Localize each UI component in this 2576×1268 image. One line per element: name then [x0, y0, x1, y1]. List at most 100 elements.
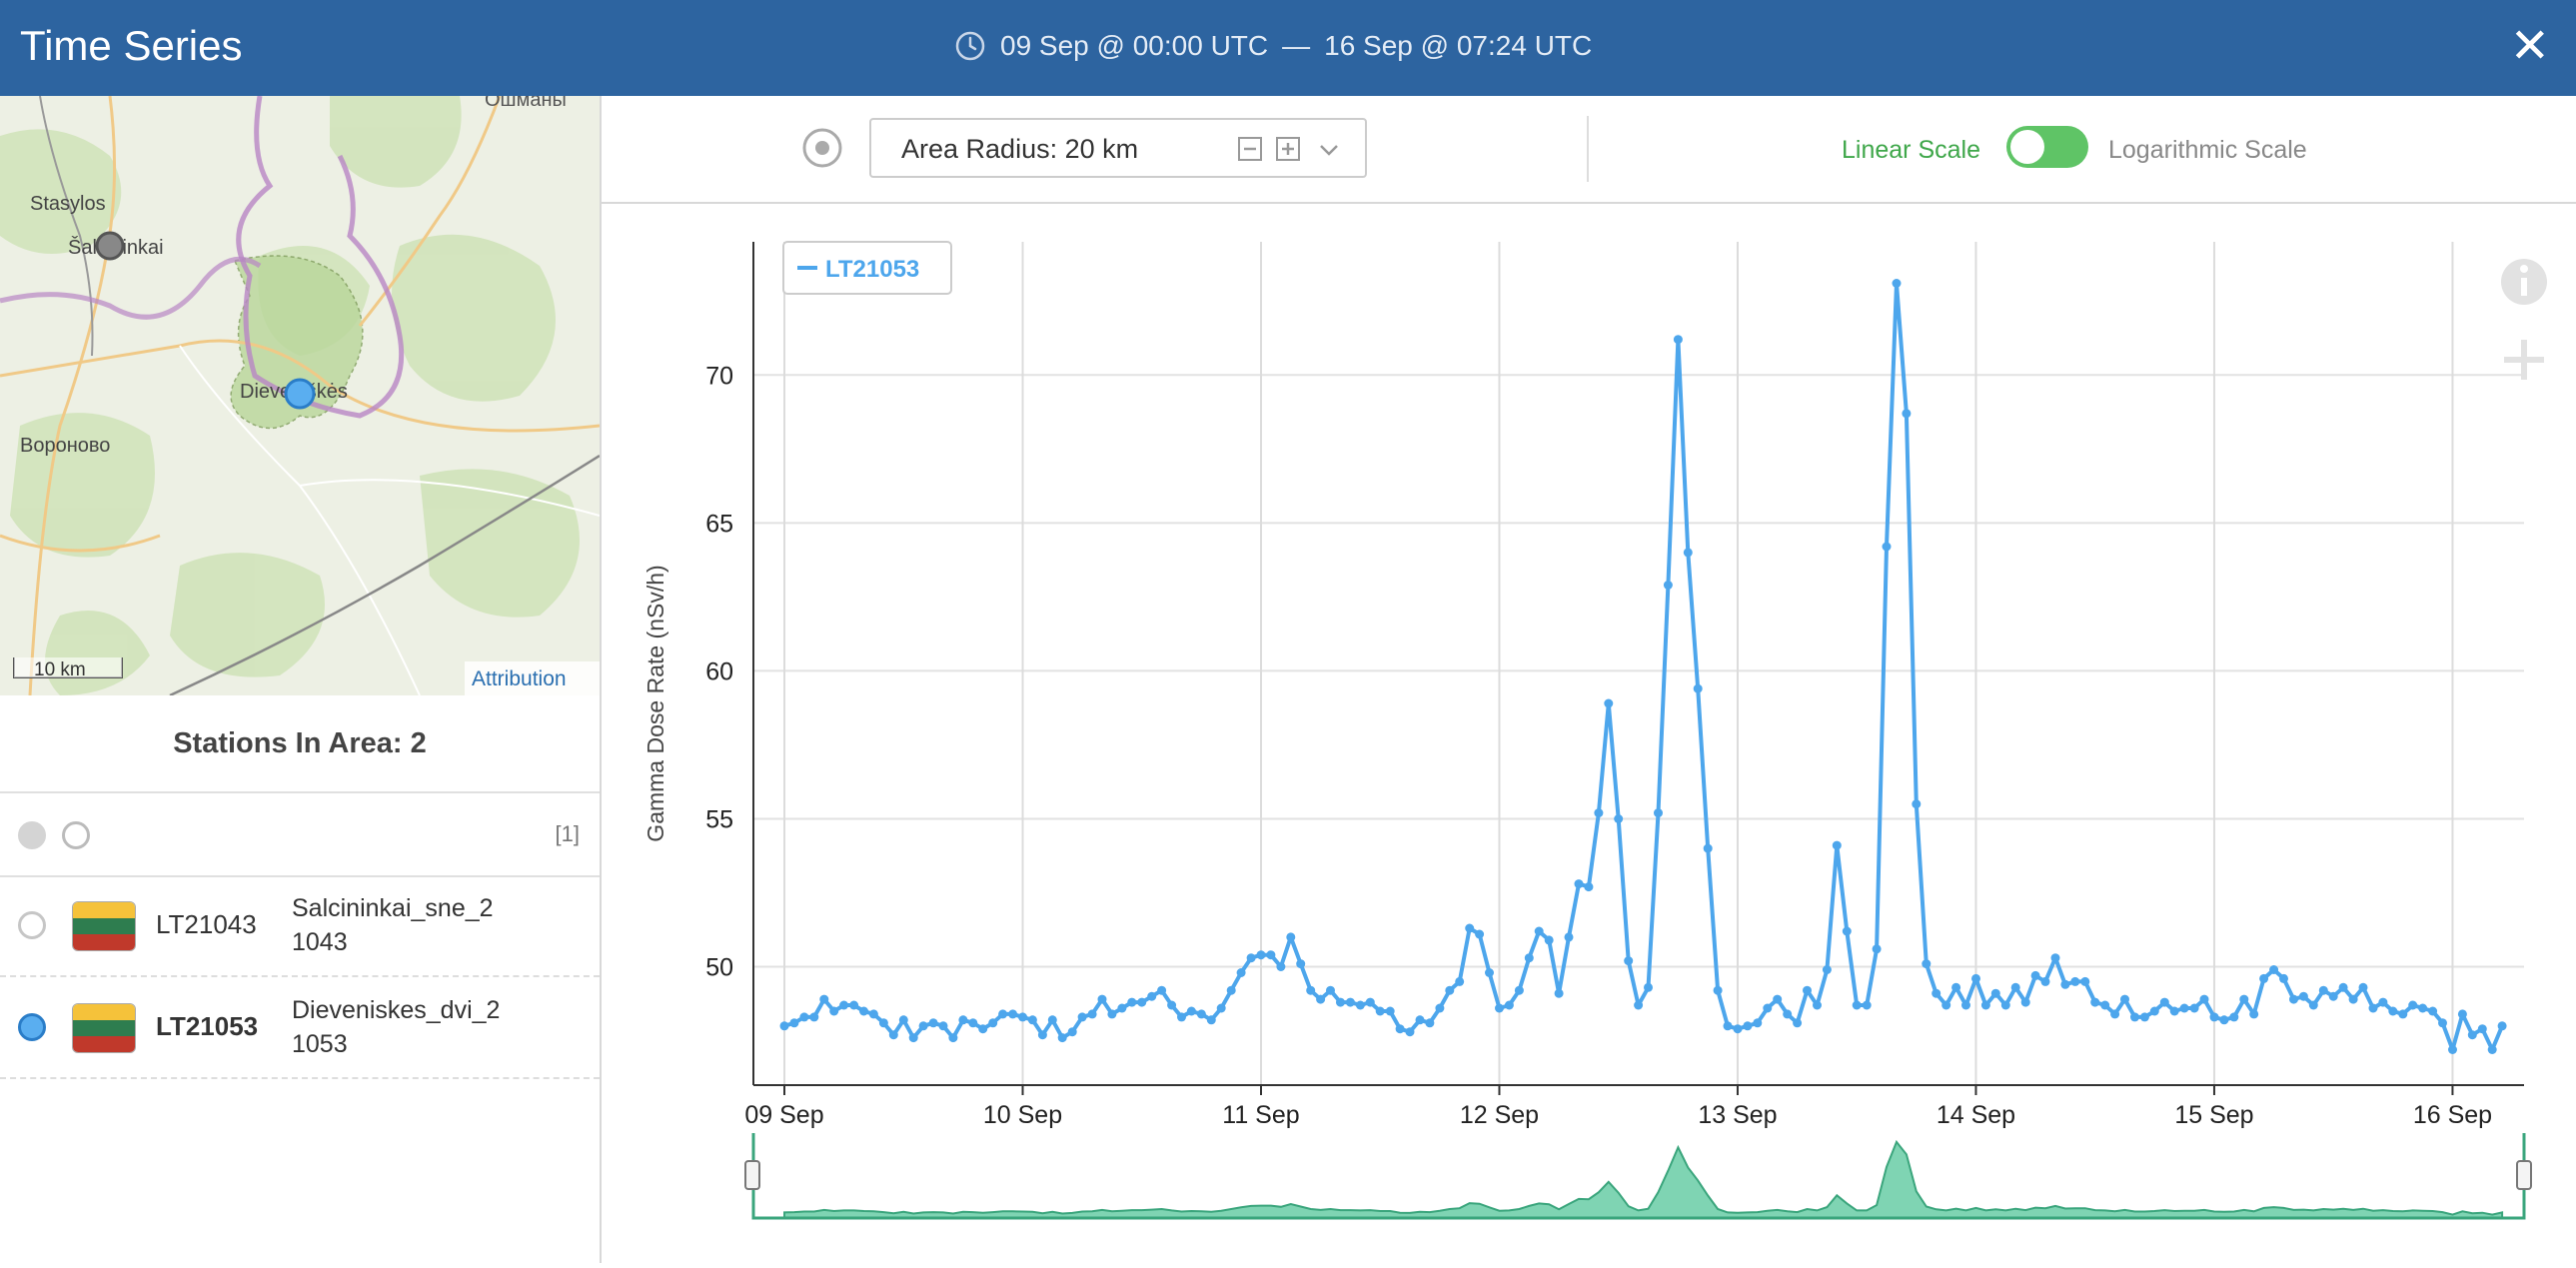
series-points: [779, 279, 2507, 1054]
data-point: [2418, 1003, 2428, 1013]
select-all-radio[interactable]: [18, 821, 46, 849]
data-point: [1703, 843, 1713, 853]
dialog-header: Time Series 09 Sep @ 00:00 UTC — 16 Sep …: [0, 0, 2576, 96]
data-point: [958, 1015, 968, 1025]
station-radio-selected[interactable]: [18, 1013, 46, 1041]
data-point: [1206, 1015, 1216, 1025]
data-point: [1733, 1024, 1743, 1034]
data-point: [1027, 1015, 1037, 1025]
data-point: [898, 1015, 908, 1025]
data-point: [1107, 1009, 1117, 1019]
station-radio[interactable]: [18, 911, 46, 939]
select-none-radio[interactable]: [62, 821, 90, 849]
close-icon[interactable]: ✕: [2509, 20, 2550, 73]
data-point: [2269, 965, 2279, 974]
scale-toggle[interactable]: [2006, 126, 2088, 168]
data-point: [868, 1009, 878, 1019]
data-point: [1990, 988, 2000, 998]
map-label: Stasylos: [30, 193, 106, 215]
dialog-title: Time Series: [20, 22, 243, 69]
y-axis-label: Gamma Dose Rate (nSv/h): [643, 565, 668, 841]
data-point: [1624, 956, 1634, 966]
x-tick-label: 14 Sep: [1936, 1101, 2015, 1129]
minus-icon[interactable]: [1237, 136, 1263, 162]
data-point: [1355, 1000, 1365, 1010]
navigator-handle-right[interactable]: [2516, 1160, 2532, 1190]
linear-scale-label[interactable]: Linear Scale: [1842, 136, 1980, 164]
time-series-chart[interactable]: 50 55 60 65 70 09 Sep 10 Sep 11 Sep 12 Sep 13 Se…: [602, 204, 2576, 1263]
station-marker-lt21053[interactable]: [284, 378, 316, 410]
zoom-plus-icon[interactable]: [2504, 340, 2544, 380]
station-info: Salcininkai_sne_2 1043: [292, 891, 494, 959]
data-point: [918, 1021, 928, 1031]
data-point: [1980, 1000, 1990, 1010]
chart-grid: [753, 242, 2524, 1085]
data-point: [2298, 991, 2308, 1001]
x-tick-label: 11 Sep: [1222, 1101, 1299, 1129]
y-tick-label: 60: [705, 657, 733, 685]
data-point: [1723, 1021, 1733, 1031]
data-point: [1773, 994, 1783, 1004]
x-axis-ticks: 09 Sep 10 Sep 11 Sep 12 Sep 13 Sep 14 Sep 15 S…: [744, 1084, 2524, 1129]
data-point: [1186, 1006, 1196, 1016]
data-point: [1157, 985, 1167, 995]
station-row-lt21043[interactable]: LT21043 Salcininkai_sne_2 1043: [0, 875, 600, 977]
logarithmic-scale-label[interactable]: Logarithmic Scale: [2108, 136, 2307, 164]
data-point: [2338, 982, 2348, 992]
data-point: [2030, 970, 2040, 980]
station-id: LT21053: [156, 1011, 259, 1041]
data-point: [2120, 994, 2129, 1004]
target-icon[interactable]: [801, 127, 843, 169]
data-point: [2358, 982, 2368, 992]
data-point: [1803, 985, 1812, 995]
chevron-down-icon[interactable]: [1317, 138, 1341, 162]
data-point: [799, 1012, 809, 1022]
data-point: [1037, 1030, 1047, 1040]
area-radius-select[interactable]: Area Radius: 20 km: [869, 118, 1367, 178]
data-point: [1504, 1000, 1514, 1010]
navigator[interactable]: [744, 1133, 2532, 1220]
data-point: [2090, 997, 2100, 1007]
data-point: [1862, 1000, 1872, 1010]
data-point: [1654, 808, 1663, 818]
data-point: [1534, 926, 1544, 936]
stations-title: Stations In Area: 2: [0, 695, 600, 793]
data-point: [2328, 991, 2338, 1001]
map-attribution-link[interactable]: Attribution: [472, 667, 567, 690]
station-row-lt21053[interactable]: LT21053 Dieveniskes_dvi_2 1053: [0, 977, 600, 1079]
data-point: [1524, 953, 1534, 963]
data-point: [1922, 959, 1932, 969]
data-point: [819, 994, 829, 1004]
data-point: [2159, 997, 2169, 1007]
data-point: [948, 1033, 958, 1043]
plus-icon[interactable]: [1275, 136, 1301, 162]
data-point: [2020, 997, 2030, 1007]
x-tick-label: 12 Sep: [1460, 1101, 1539, 1129]
range-start: 09 Sep @ 00:00 UTC: [1000, 30, 1269, 61]
navigator-frame: [751, 1133, 2526, 1220]
data-point: [2289, 994, 2298, 1004]
info-icon[interactable]: [2501, 259, 2547, 305]
data-point: [2318, 985, 2328, 995]
data-point: [1018, 1012, 1027, 1022]
data-point: [1564, 932, 1574, 942]
data-point: [2050, 953, 2060, 963]
data-point: [1713, 985, 1723, 995]
data-point: [1663, 581, 1673, 590]
chart-area: 50 55 60 65 70 09 Sep 10 Sep 11 Sep 12 Sep 13 Se…: [602, 204, 2576, 1263]
data-point: [1584, 882, 1594, 892]
x-tick-label: 15 Sep: [2174, 1101, 2253, 1129]
toggle-knob: [2010, 130, 2044, 164]
data-point: [1008, 1009, 1018, 1019]
station-marker-lt21043[interactable]: [95, 231, 125, 261]
data-point: [2368, 1003, 2378, 1013]
data-point: [2000, 1000, 2010, 1010]
data-point: [1196, 1009, 1206, 1019]
x-tick-label: 09 Sep: [744, 1101, 823, 1129]
navigator-handle-left[interactable]: [744, 1160, 760, 1190]
range-end: 16 Sep @ 07:24 UTC: [1324, 30, 1593, 61]
map-view[interactable]: Ошманы Stasylos Šalčininkai Dieveniškės …: [0, 96, 600, 695]
station-info: Dieveniskes_dvi_2 1053: [292, 993, 500, 1061]
data-point: [1971, 973, 1980, 983]
legend[interactable]: LT21053: [782, 241, 952, 295]
